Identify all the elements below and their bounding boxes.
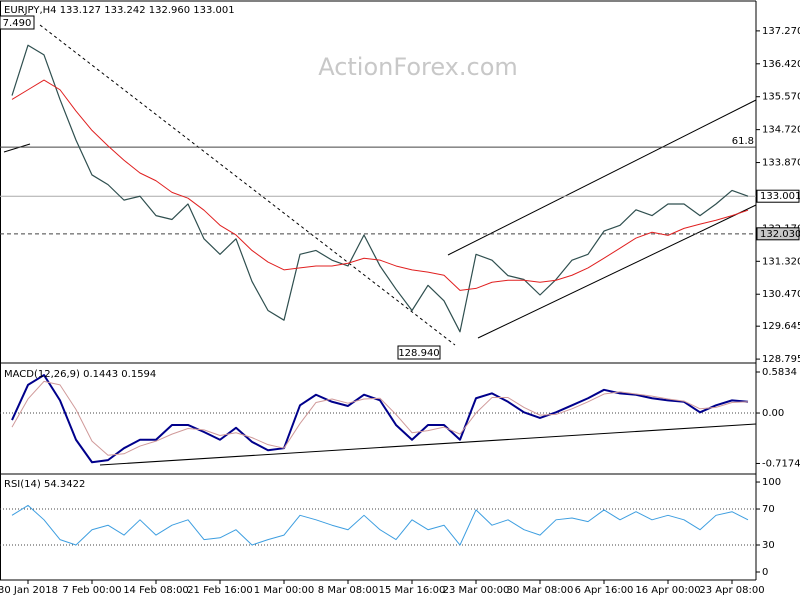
series-line <box>11 374 749 464</box>
annotation-box <box>0 15 35 30</box>
x-tick-label: 7 Feb 00:00 <box>62 585 121 596</box>
x-tick-label: 1 Mar 00:00 <box>254 585 314 596</box>
x-tick-label: 6 Apr 16:00 <box>575 585 634 596</box>
annotation-box <box>397 345 441 360</box>
x-tick-label: 30 Jan 2018 <box>0 585 58 596</box>
x-tick-label: 15 Mar 16:00 <box>379 585 446 596</box>
annotation: 7.490 <box>3 18 32 29</box>
macd-trend-line <box>99 423 757 466</box>
y-tick-label: 134.720 <box>762 125 800 136</box>
y-tick-label: -0.7174 <box>762 458 800 469</box>
x-tick-label: 8 Mar 08:00 <box>318 585 378 596</box>
y-tick-label: 136.420 <box>762 59 800 70</box>
price-tag-label: 132.030 <box>760 229 800 240</box>
y-tick-label: 135.570 <box>762 92 800 103</box>
panel-title: RSI(14) 54.3422 <box>4 479 85 490</box>
y-tick-label: 0.00 <box>762 408 784 419</box>
x-tick-label: 21 Feb 16:00 <box>187 585 253 596</box>
x-tick-label: 23 Mar 00:00 <box>443 585 510 596</box>
y-tick-label: 130.470 <box>762 289 800 300</box>
x-tick-label: 23 Apr 08:00 <box>699 585 764 596</box>
x-tick-label: 14 Feb 08:00 <box>123 585 189 596</box>
level-label: 61.8 <box>732 136 754 147</box>
y-tick-label: 129.645 <box>762 321 800 332</box>
price-tag-label: 133.001 <box>760 191 800 202</box>
price-tag <box>756 189 800 203</box>
y-tick-label: 137.270 <box>762 26 800 37</box>
y-tick-label: 131.320 <box>762 256 800 267</box>
y-tick-label: 30 <box>762 540 775 551</box>
panel-title: MACD(12,26,9) 0.1443 0.1594 <box>4 369 156 380</box>
trend-line <box>3 143 31 153</box>
y-tick-label: 0 <box>762 567 768 578</box>
y-tick-label: 70 <box>762 504 775 515</box>
y-tick-label: 128.795 <box>762 354 800 365</box>
series-line <box>11 44 749 333</box>
annotation: 128.940 <box>398 348 439 359</box>
x-tick-label: 16 Apr 00:00 <box>635 585 700 596</box>
channel-line <box>447 99 757 256</box>
channel-line <box>477 204 757 339</box>
y-tick-label: 0.5834 <box>762 367 797 378</box>
watermark: ActionForex.com <box>318 53 518 81</box>
x-tick-label: 30 Mar 08:00 <box>507 585 574 596</box>
y-tick-label: 133.870 <box>762 158 800 169</box>
series-line <box>11 380 749 456</box>
series-line <box>11 79 749 291</box>
series-line <box>11 504 749 546</box>
price-tag <box>756 227 800 241</box>
panel-title: EURJPY,H4 133.127 133.242 132.960 133.00… <box>4 5 235 16</box>
y-tick-label: 100 <box>762 477 781 488</box>
